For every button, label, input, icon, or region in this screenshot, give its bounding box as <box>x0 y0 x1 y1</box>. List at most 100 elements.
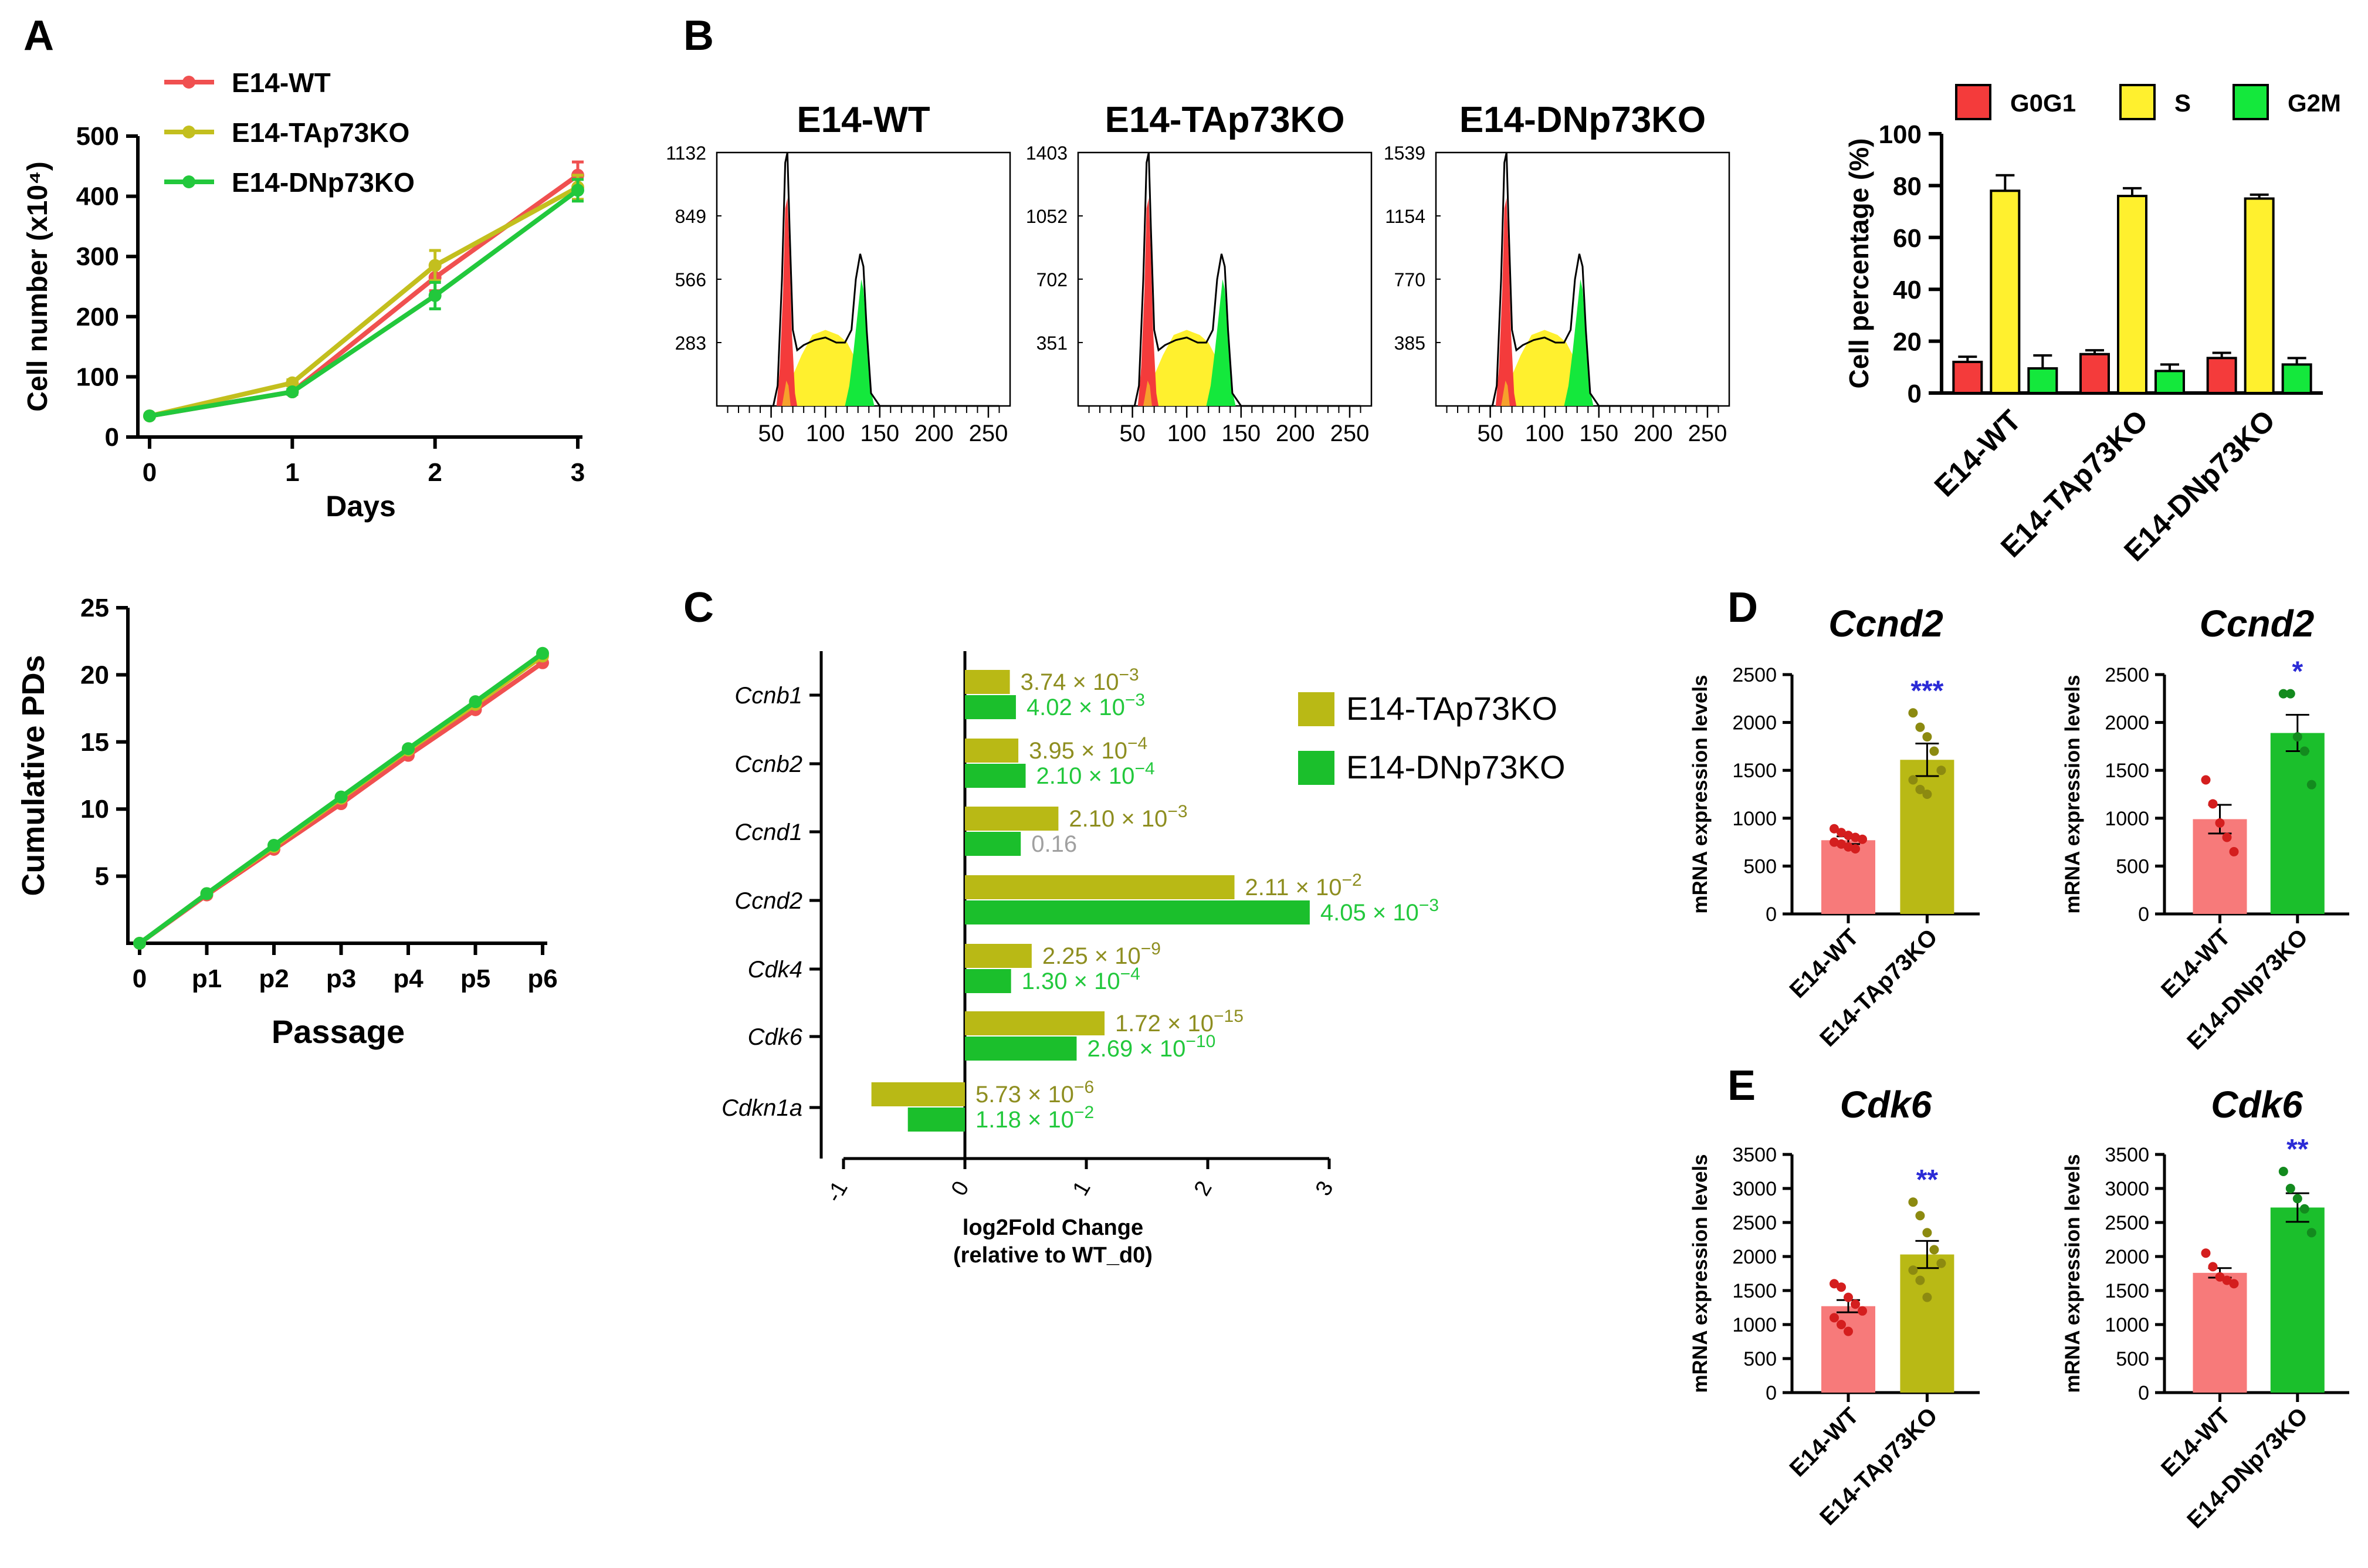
gene-label-cdk4: Cdk4 <box>748 957 802 983</box>
histogram-y-tick-label: 849 <box>675 206 706 227</box>
data-point <box>428 289 442 302</box>
bar-e14-tap73ko <box>965 670 1010 694</box>
panel-label-c: C <box>683 584 714 631</box>
bar-g0g1 <box>2206 357 2237 395</box>
histogram-title-e14-wt: E14-WT <box>797 100 930 140</box>
padj-label: 1.18 × 10−2 <box>975 1103 1094 1133</box>
histogram-outline <box>1479 152 1719 407</box>
replicate-point <box>2208 799 2218 809</box>
data-point <box>571 184 584 197</box>
replicate-point <box>1837 828 1846 838</box>
x-tick-label: 0 <box>947 1177 974 1200</box>
replicate-point <box>1922 790 1932 799</box>
y-tick-label: 1500 <box>1732 760 1777 782</box>
bar-g2m <box>2027 367 2058 395</box>
bar-s <box>1990 189 2021 394</box>
replicate-point <box>1844 842 1853 852</box>
bar-e14-tap73ko <box>965 739 1019 763</box>
padj-exponent: −15 <box>1214 1007 1244 1026</box>
replicate-point <box>2299 746 2309 756</box>
padj-exponent: −10 <box>1185 1032 1215 1051</box>
y-tick-label: 1000 <box>2105 808 2149 830</box>
padj-label: 0.16 <box>1031 831 1077 857</box>
padj-exponent: −2 <box>1074 1103 1094 1122</box>
replicate-point <box>2278 1167 2288 1176</box>
replicate-point <box>2285 1184 2295 1193</box>
histogram-x-tick-label: 100 <box>1167 421 1207 446</box>
y-tick-label: 1500 <box>2105 1280 2149 1302</box>
histogram-y-tick-label: 351 <box>1036 333 1068 354</box>
x-tick-label: p3 <box>326 964 356 993</box>
y-tick-label: 500 <box>1743 1348 1777 1370</box>
y-tick-label: 2000 <box>1732 712 1777 734</box>
replicate-point <box>1915 1275 1925 1285</box>
series-line-e14-tap73ko <box>149 185 579 418</box>
chart-title: Cdk6 <box>2211 1083 2303 1126</box>
y-tick-label: 2000 <box>2105 712 2149 734</box>
replicate-point <box>1922 732 1932 742</box>
replicate-point <box>2222 1275 2232 1285</box>
y-tick-label: 60 <box>1893 224 1922 253</box>
replicate-point <box>1851 1299 1860 1309</box>
x-tick-label: 0 <box>143 458 157 487</box>
histogram-x-tick-label: 250 <box>1330 421 1370 446</box>
significance-marker: ** <box>1916 1164 1939 1196</box>
data-point <box>200 887 214 900</box>
padj-label: 2.69 × 10−10 <box>1087 1032 1215 1062</box>
replicate-point <box>1830 837 1839 847</box>
histogram-outline <box>1122 152 1361 407</box>
data-point <box>143 409 156 423</box>
data-point <box>334 790 348 804</box>
histogram-g0g1-peak <box>776 198 798 406</box>
chart-log2-fold-change: -1 0 1 2 3 log2Fold Change (relative to WT_d0)… <box>721 651 1566 1268</box>
padj-label: 1.72 × 10−15 <box>1115 1007 1244 1037</box>
replicate-point <box>1851 844 1860 854</box>
replicate-point <box>1908 775 1918 785</box>
y-axis-label: mRNA expression levels <box>2061 675 2084 913</box>
replicate-point <box>1915 722 1925 732</box>
x-axis-label-sub: (relative to WT_d0) <box>953 1243 1153 1268</box>
replicate-point <box>2306 1228 2316 1238</box>
y-tick-label: 2000 <box>2105 1246 2149 1268</box>
replicate-point <box>1830 1313 1839 1323</box>
padj-label: 4.05 × 10−3 <box>1320 896 1439 926</box>
histogram-g0g1-peak <box>1137 198 1159 406</box>
histogram-y-tick-label: 1539 <box>1384 143 1425 164</box>
replicate-point <box>1908 708 1918 718</box>
chart-ccnd2-tap: Ccnd2 0 500 1000 1500 2000 2500 mRNA expression… <box>1689 602 1980 1052</box>
replicate-point <box>1851 832 1860 842</box>
replicate-point <box>1837 1282 1846 1292</box>
y-tick-label: 3500 <box>1732 1144 1777 1166</box>
chart-title: Cdk6 <box>1840 1083 1932 1126</box>
data-point <box>536 646 549 660</box>
legend-label-e14-dnp73ko: E14-DNp73KO <box>232 167 415 198</box>
chart-cdk6-tap: Cdk6 0 500 1000 1500 2000 2500 3000 3500 mRNA exp… <box>1689 1083 1980 1530</box>
histogram-x-tick-label: 250 <box>1688 421 1727 446</box>
chart-flow-histograms: E14-WT 1132 849 566 283 50 100 150 200 250 E14-TAp… <box>666 100 1730 446</box>
replicate-point <box>1844 1292 1853 1302</box>
significance-marker: * <box>2292 656 2303 688</box>
replicate-point <box>2215 818 2225 828</box>
y-tick-label: 500 <box>2116 855 2149 878</box>
x-tick-label: -1 <box>822 1177 853 1207</box>
x-tick-label: 2 <box>1190 1177 1217 1200</box>
histogram-overlap <box>1143 380 1152 406</box>
histogram-x-tick-label: 250 <box>969 421 1008 446</box>
x-tick-label: E14-WT <box>2156 1403 2235 1482</box>
histogram-x-tick-label: 200 <box>1276 421 1315 446</box>
legend-swatch-e14-dnp73ko <box>1298 751 1334 785</box>
legend-swatch-g2m <box>2233 84 2269 120</box>
data-point <box>286 376 299 390</box>
replicate-point <box>1858 834 1867 844</box>
y-tick-label: 0 <box>1766 903 1777 926</box>
gene-label-ccnb1: Ccnb1 <box>734 683 802 709</box>
replicate-point <box>2201 775 2211 785</box>
bar-e14-wt <box>1821 840 1875 914</box>
legend-marker <box>182 76 195 89</box>
x-tick-label: p1 <box>192 964 222 993</box>
histogram-x-tick-label: 200 <box>914 421 954 446</box>
replicate-point <box>2292 732 2302 742</box>
bar-e14-tap73ko <box>965 944 1032 968</box>
